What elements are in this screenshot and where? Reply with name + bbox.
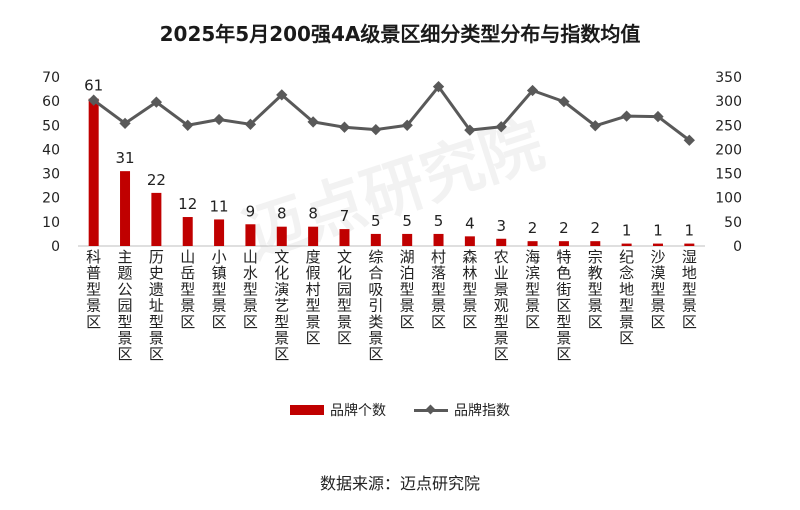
index-marker bbox=[338, 121, 351, 133]
y-right-tick-label: 100 bbox=[715, 191, 742, 207]
y-right-tick-label: 250 bbox=[715, 118, 742, 134]
data-source: 数据来源：迈点研究院 bbox=[319, 474, 480, 493]
bar-value-label: 8 bbox=[308, 205, 318, 223]
legend: 品牌个数 品牌指数 bbox=[0, 400, 800, 420]
category-label: 文化园型景区 bbox=[337, 248, 352, 347]
bar bbox=[276, 226, 287, 246]
y-right-tick-label: 0 bbox=[733, 239, 742, 255]
bar bbox=[652, 243, 663, 246]
bar bbox=[433, 233, 444, 246]
category-label: 特色街区型景区 bbox=[556, 248, 571, 363]
y-right-tick-label: 200 bbox=[715, 142, 742, 158]
category-label: 历史遗址型景区 bbox=[149, 248, 164, 363]
index-marker bbox=[370, 123, 382, 136]
bar-value-label: 22 bbox=[147, 171, 166, 189]
bar bbox=[527, 241, 538, 246]
bar-value-label: 5 bbox=[434, 212, 444, 230]
y-left-tick-label: 30 bbox=[42, 167, 60, 183]
y-right-tick-label: 50 bbox=[724, 215, 742, 231]
bar bbox=[88, 98, 99, 246]
bar-value-label: 12 bbox=[178, 195, 197, 213]
bar-value-label: 1 bbox=[685, 222, 695, 240]
bar bbox=[120, 171, 131, 246]
category-label: 海滨型景区 bbox=[525, 248, 540, 331]
y-right-tick-label: 300 bbox=[715, 94, 742, 110]
y-left-tick-label: 0 bbox=[51, 239, 60, 255]
bar bbox=[621, 243, 632, 246]
category-label: 文化演艺型景区 bbox=[274, 248, 289, 363]
bar-value-label: 31 bbox=[115, 149, 134, 167]
bar-value-label: 2 bbox=[528, 219, 538, 237]
index-marker bbox=[213, 113, 225, 126]
category-label: 湿地型景区 bbox=[682, 248, 697, 331]
category-label: 综合吸引类景区 bbox=[368, 248, 383, 363]
bar bbox=[558, 241, 569, 246]
y-right-tick-label: 150 bbox=[715, 167, 742, 183]
category-label: 度假村型景区 bbox=[306, 248, 321, 347]
category-label: 村落型景区 bbox=[431, 248, 446, 331]
legend-bar-label: 品牌个数 bbox=[330, 403, 386, 419]
bar-value-label: 8 bbox=[277, 205, 287, 223]
bar bbox=[496, 238, 507, 246]
bar-value-label: 4 bbox=[465, 214, 475, 232]
bar bbox=[370, 233, 381, 246]
bar-value-label: 11 bbox=[210, 197, 229, 215]
bar-value-label: 2 bbox=[559, 219, 569, 237]
bar bbox=[214, 219, 225, 246]
bar-value-label: 2 bbox=[591, 219, 601, 237]
bar bbox=[464, 236, 475, 246]
bar bbox=[151, 192, 162, 246]
bar bbox=[684, 243, 695, 246]
legend-bar-swatch bbox=[290, 405, 324, 415]
index-line bbox=[92, 85, 691, 142]
bar bbox=[590, 241, 601, 246]
y-left-tick-label: 60 bbox=[42, 94, 60, 110]
legend-line-label: 品牌指数 bbox=[454, 403, 510, 419]
bar-value-label: 61 bbox=[84, 77, 103, 95]
category-label: 山岳型景区 bbox=[180, 248, 195, 331]
index-marker bbox=[620, 110, 633, 122]
bar-value-label: 9 bbox=[246, 202, 256, 220]
y-left-tick-label: 70 bbox=[42, 70, 60, 86]
category-label: 小镇型景区 bbox=[212, 248, 227, 331]
bar bbox=[245, 224, 256, 246]
bar bbox=[339, 229, 350, 246]
category-label: 沙漠型景区 bbox=[650, 248, 665, 331]
bar-value-label: 5 bbox=[371, 212, 381, 230]
category-label: 山水型景区 bbox=[243, 248, 258, 331]
y-left-tick-label: 10 bbox=[42, 215, 60, 231]
bar-value-label: 5 bbox=[402, 212, 412, 230]
legend-line-swatch bbox=[414, 405, 448, 415]
bar-value-label: 1 bbox=[653, 222, 663, 240]
bar-value-label: 3 bbox=[496, 217, 506, 235]
category-label: 宗教型景区 bbox=[588, 248, 603, 331]
chart-title: 2025年5月200强4A级景区细分类型分布与指数均值 bbox=[159, 22, 641, 46]
index-marker bbox=[683, 134, 695, 146]
bar bbox=[402, 233, 413, 246]
category-label: 湖泊型景区 bbox=[400, 248, 415, 331]
category-label: 森林型景区 bbox=[462, 248, 477, 331]
category-label: 科普型景区 bbox=[86, 248, 101, 331]
category-label: 主题公园型景区 bbox=[118, 248, 133, 363]
bar-value-label: 1 bbox=[622, 222, 632, 240]
bar bbox=[308, 226, 319, 246]
category-label: 纪念地型景区 bbox=[619, 248, 634, 347]
y-left-tick-label: 50 bbox=[42, 118, 60, 134]
legend-item-bar: 品牌个数 bbox=[290, 400, 386, 420]
bar-value-label: 7 bbox=[340, 207, 350, 225]
legend-item-line: 品牌指数 bbox=[414, 400, 510, 420]
y-right-tick-label: 350 bbox=[715, 70, 742, 86]
y-left-tick-label: 40 bbox=[42, 142, 60, 158]
category-label: 农业景观型景区 bbox=[494, 248, 509, 363]
bar bbox=[182, 217, 193, 246]
y-left-tick-label: 20 bbox=[42, 191, 60, 207]
